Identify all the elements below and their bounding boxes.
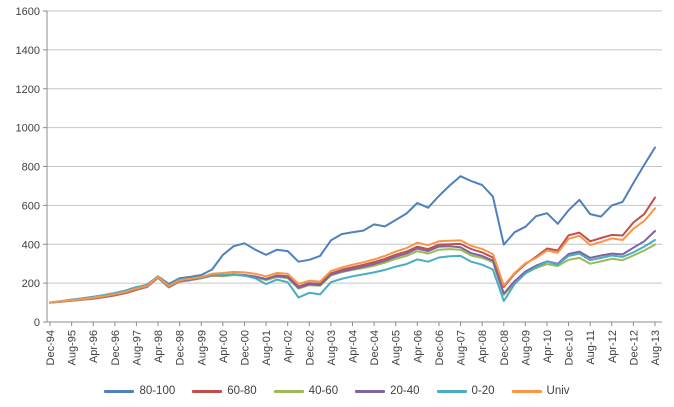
chart-plot-area: 0 200 400 600 800 1000 1200 1400 1600 Dec-94 Aug-9… (16, 6, 662, 365)
x-tick-label: Dec-00 (239, 330, 251, 365)
x-tick-label: Aug-99 (196, 330, 208, 365)
y-tick-label: 800 (22, 162, 40, 174)
x-tick-label: Apr-98 (153, 330, 165, 363)
x-tick-label: Apr-00 (218, 330, 230, 363)
x-tick-label: Apr-10 (542, 330, 554, 363)
legend-label: 40-60 (308, 385, 339, 397)
legend-label: 0-20 (471, 385, 495, 397)
legend-line-swatch (104, 389, 135, 393)
series-line-0-20 (49, 239, 656, 304)
legend-line-swatch (273, 389, 304, 393)
x-tick-label: Apr-02 (283, 330, 295, 363)
x-tick-label: Dec-02 (304, 330, 316, 365)
x-tick-label: Dec-12 (628, 330, 640, 365)
legend-item-0-20: 0-20 (436, 385, 495, 397)
x-tick-label: Apr-08 (477, 330, 489, 363)
legend-item-Univ: Univ (511, 385, 570, 397)
y-tick-label: 1200 (16, 84, 40, 96)
series-line-80-100 (49, 146, 656, 304)
legend-item-80-100: 80-100 (104, 385, 175, 397)
chart-legend: 80-100 60-80 40-60 20-40 0-20 Univ (0, 381, 674, 401)
x-tick-label: Apr-04 (348, 330, 360, 363)
x-tick-label: Dec-08 (499, 330, 511, 365)
x-tick-label: Dec-94 (45, 330, 57, 365)
x-tick-label: Dec-10 (564, 330, 576, 365)
y-tick-label: 1600 (16, 6, 40, 18)
x-tick-label: Aug-03 (326, 330, 338, 365)
x-tick-label: Aug-13 (650, 330, 662, 365)
legend-label: 20-40 (390, 385, 420, 397)
legend-label: Univ (546, 385, 570, 397)
x-tick-label: Aug-95 (67, 330, 79, 365)
x-tick-label: Apr-12 (607, 330, 619, 363)
series-line-Univ (49, 207, 656, 304)
x-tick-label: Aug-05 (391, 330, 403, 365)
y-tick-label: 0 (34, 317, 40, 329)
legend-item-40-60: 40-60 (273, 385, 339, 397)
x-tick-label: Dec-06 (434, 330, 446, 365)
x-tick-label: Dec-96 (110, 330, 122, 365)
legend-line-swatch (511, 389, 542, 393)
x-tick-label: Aug-11 (585, 330, 597, 365)
x-tick-label: Dec-04 (369, 330, 381, 365)
y-tick-label: 1000 (16, 123, 40, 135)
x-tick-label: Apr-06 (412, 330, 424, 363)
legend-label: 80-100 (139, 385, 176, 397)
y-tick-label: 1400 (16, 45, 40, 57)
legend-line-swatch (192, 389, 223, 393)
legend-line-swatch (355, 389, 386, 393)
legend-item-60-80: 60-80 (192, 385, 257, 397)
x-tick-label: Apr-96 (88, 330, 100, 363)
x-tick-label: Aug-07 (456, 330, 468, 365)
x-tick-label: Aug-97 (131, 330, 143, 365)
x-tick-label: Aug-09 (520, 330, 532, 365)
y-tick-label: 400 (22, 239, 40, 251)
legend-line-swatch (436, 389, 467, 393)
x-tick-label: Aug-01 (261, 330, 273, 365)
y-tick-label: 600 (22, 200, 40, 212)
legend-label: 60-80 (227, 385, 257, 397)
legend-item-20-40: 20-40 (355, 385, 420, 397)
x-tick-label: Dec-98 (175, 330, 187, 365)
y-tick-label: 200 (22, 278, 40, 290)
series-line-40-60 (49, 243, 656, 304)
